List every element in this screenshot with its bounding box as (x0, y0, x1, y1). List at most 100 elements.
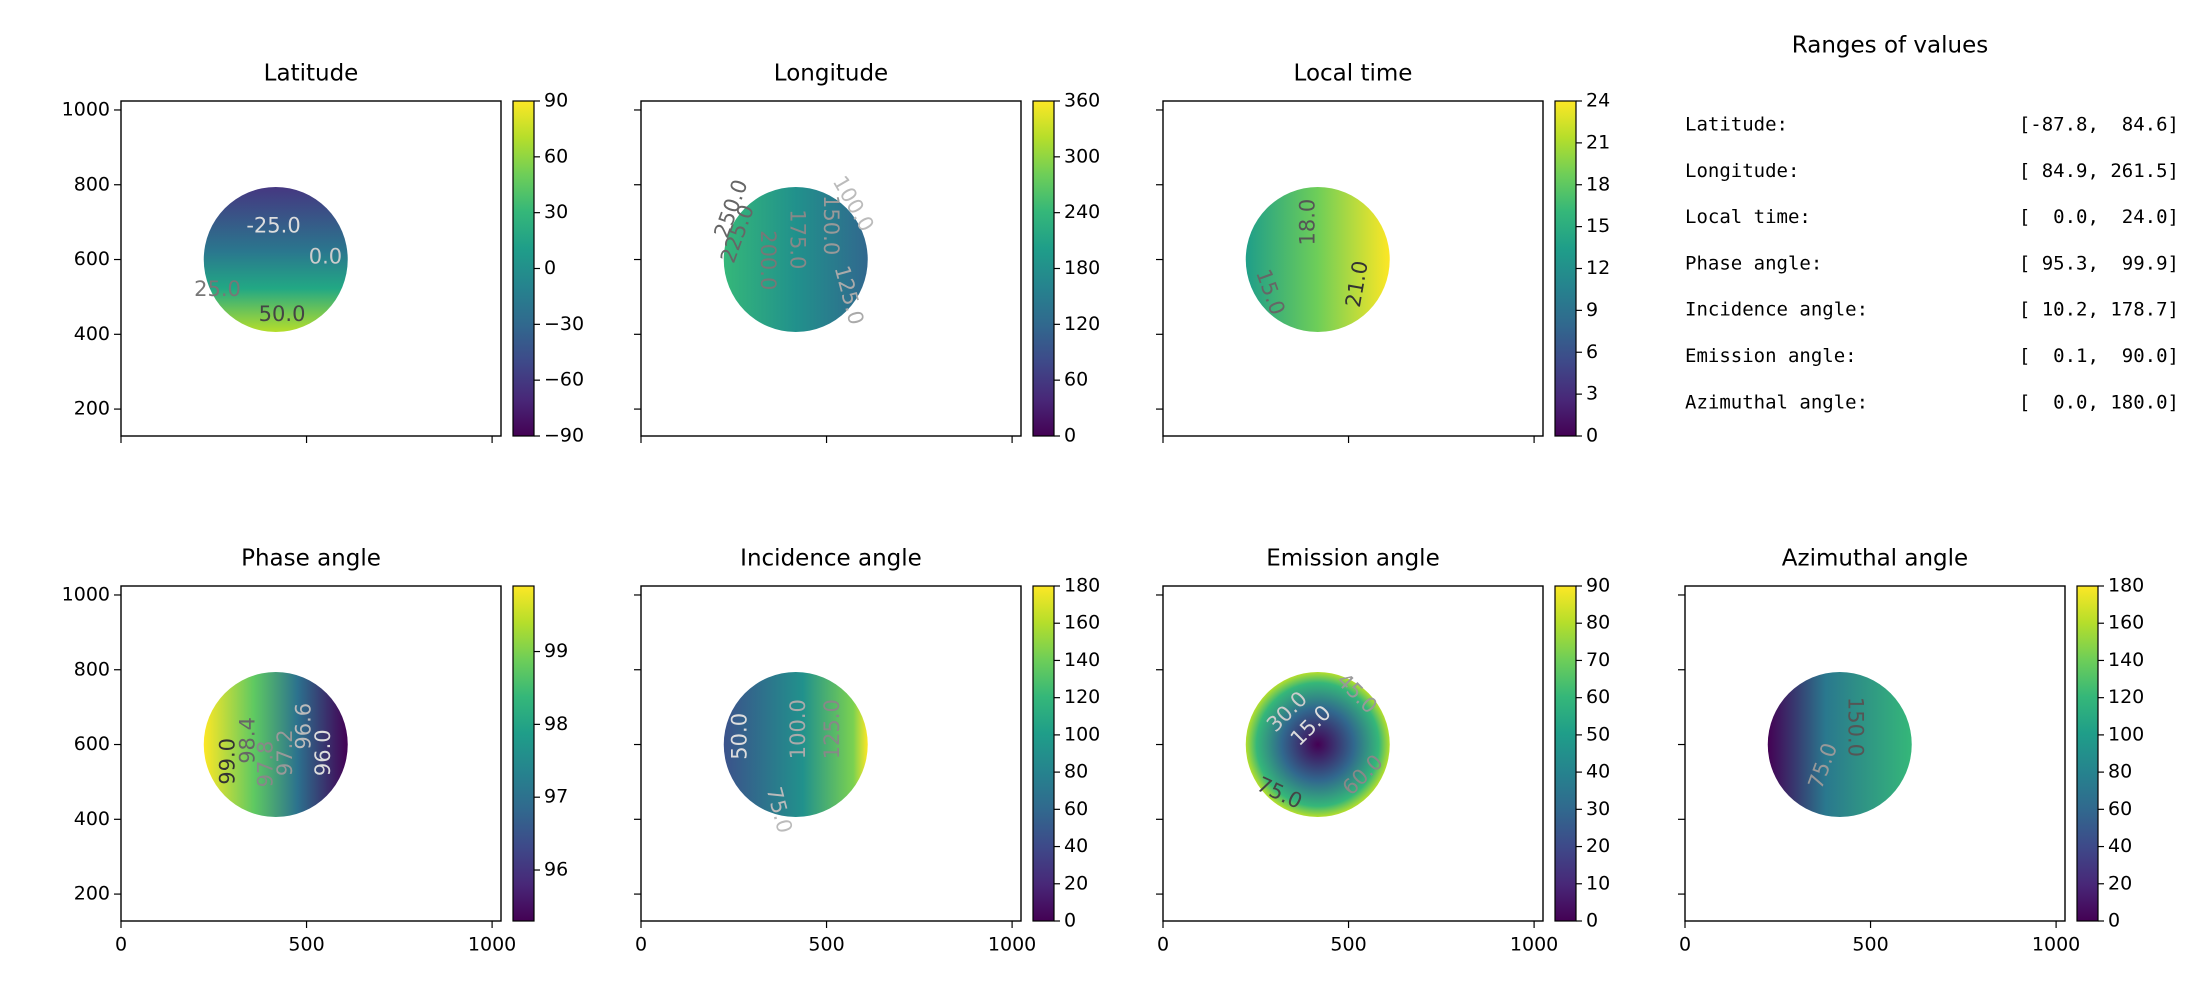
colorbar-tick-label: 120 (2108, 686, 2144, 708)
x-tick-label: 0 (1157, 934, 1169, 956)
colorbar-tick-label: 12 (1586, 257, 1610, 279)
colorbar-tick-label: 80 (1586, 612, 1610, 634)
colorbar-tick-label: 360 (1064, 90, 1100, 112)
disk-image (1245, 186, 1390, 333)
colorbar-tick-label: 0 (1586, 910, 1598, 932)
colorbar (1032, 585, 1055, 922)
colorbar-tick-label: 140 (1064, 649, 1100, 671)
range-label: Local time: (1685, 206, 1811, 228)
colorbar-tick-label: 3 (1586, 383, 1598, 405)
x-tick-label: 0 (635, 934, 647, 956)
disk-image (203, 671, 348, 818)
axes-frame (1162, 100, 1544, 437)
colorbar-tick-label: 97 (544, 786, 568, 808)
colorbar-tick-label: 300 (1064, 145, 1100, 167)
colorbar-tick-label: 60 (1586, 686, 1610, 708)
axes-frame (120, 585, 502, 922)
range-value: [ 84.9, 261.5] (2019, 160, 2179, 182)
colorbar-tick-label: 100 (2108, 723, 2144, 745)
range-label: Longitude: (1685, 160, 1799, 182)
colorbar-tick-label: 60 (544, 145, 568, 167)
contour-label: 99.0 (216, 738, 240, 785)
y-tick-label: 200 (74, 398, 110, 420)
contour-label: 150.0 (1844, 697, 1868, 757)
colorbar-tick-label: 98 (544, 713, 568, 735)
colorbar-tick-label: 21 (1586, 131, 1610, 153)
axes-frame (1684, 585, 2066, 922)
contour-label: 0.0 (309, 244, 342, 268)
colorbar (1032, 100, 1055, 437)
colorbar-tick-label: 80 (1064, 761, 1088, 783)
colorbar-tick-label: 50 (1586, 723, 1610, 745)
disk-image (1245, 671, 1390, 818)
colorbar (1554, 585, 1577, 922)
x-tick-label: 500 (1852, 934, 1888, 956)
panel-title: Longitude (774, 61, 888, 87)
contour-label: 96.0 (311, 729, 335, 776)
contour-label: 25.0 (194, 277, 241, 301)
contour-label: 150.0 (819, 195, 843, 255)
colorbar-tick-label: 20 (1064, 872, 1088, 894)
contour-label: 125.0 (820, 699, 844, 759)
colorbar-tick-label: 96 (544, 859, 568, 881)
colorbar-tick-label: 6 (1586, 341, 1598, 363)
colorbar-tick-label: 18 (1586, 173, 1610, 195)
colorbar-tick-label: 40 (2108, 835, 2132, 857)
panel-title: Local time (1294, 61, 1413, 87)
colorbar-tick-label: 160 (1064, 612, 1100, 634)
disk-image (203, 186, 348, 333)
colorbar-tick-label: 90 (1586, 575, 1610, 597)
colorbar-tick-label: 140 (2108, 649, 2144, 671)
range-label: Azimuthal angle: (1685, 391, 1868, 413)
colorbar-tick-label: −60 (544, 369, 584, 391)
y-tick-label: 400 (74, 323, 110, 345)
range-label: Phase angle: (1685, 252, 1822, 274)
x-tick-label: 500 (288, 934, 324, 956)
y-tick-label: 400 (74, 808, 110, 830)
colorbar-tick-label: 9 (1586, 299, 1598, 321)
colorbar-tick-label: 240 (1064, 201, 1100, 223)
colorbar (2076, 585, 2099, 922)
colorbar-tick-label: 10 (1586, 872, 1610, 894)
colorbar-tick-label: 60 (1064, 369, 1088, 391)
disk-image (1767, 671, 1912, 818)
contour-label: 50.0 (259, 302, 306, 326)
disk-image (723, 186, 868, 333)
contour-label: 97.2 (273, 729, 297, 776)
ranges-title: Ranges of values (1792, 33, 1988, 59)
x-tick-label: 1000 (1510, 934, 1558, 956)
colorbar-tick-label: 0 (544, 257, 556, 279)
x-tick-label: 500 (808, 934, 844, 956)
x-tick-label: 0 (1679, 934, 1691, 956)
range-value: [ 10.2, 178.7] (2019, 299, 2179, 321)
y-tick-label: 800 (74, 658, 110, 680)
colorbar-tick-label: 30 (1586, 798, 1610, 820)
contour-label: 200.0 (756, 230, 780, 290)
colorbar-tick-label: 20 (2108, 872, 2132, 894)
colorbar-tick-label: −30 (544, 313, 584, 335)
colorbar-tick-label: 60 (2108, 798, 2132, 820)
y-tick-label: 600 (74, 733, 110, 755)
colorbar-tick-label: 100 (1064, 723, 1100, 745)
colorbar-tick-label: 24 (1586, 90, 1610, 112)
axes-frame (640, 585, 1022, 922)
panel-title: Phase angle (241, 546, 381, 572)
y-tick-label: 600 (74, 248, 110, 270)
contour-label: 98.4 (235, 717, 259, 764)
contour-label: 97.8 (253, 741, 277, 788)
range-label: Emission angle: (1685, 345, 1857, 367)
colorbar (1554, 100, 1577, 437)
colorbar-tick-label: 180 (2108, 575, 2144, 597)
y-tick-label: 800 (74, 173, 110, 195)
colorbar (512, 100, 535, 437)
colorbar-tick-label: 0 (1586, 425, 1598, 447)
colorbar-tick-label: 80 (2108, 761, 2132, 783)
contour-label: 175.0 (785, 209, 809, 269)
y-tick-label: 1000 (62, 583, 110, 605)
colorbar-tick-label: 40 (1586, 761, 1610, 783)
colorbar-tick-label: 70 (1586, 649, 1610, 671)
contour-label: 50.0 (727, 713, 751, 760)
colorbar-tick-label: 40 (1064, 835, 1088, 857)
panel-title: Incidence angle (740, 546, 922, 572)
range-label: Latitude: (1685, 114, 1788, 136)
